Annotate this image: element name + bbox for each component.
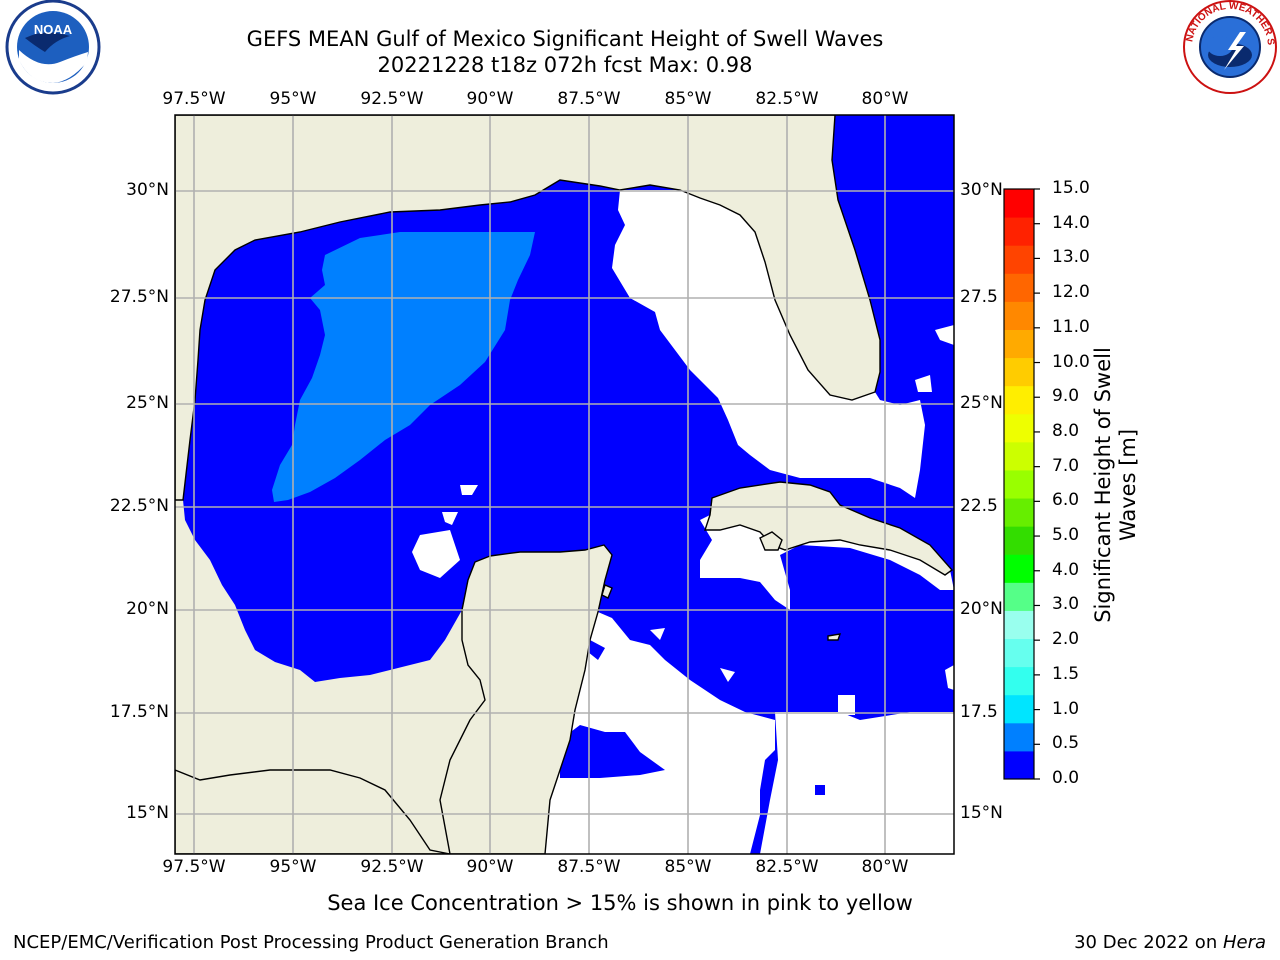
national-weather-service-logo: NATIONAL WEATHER SERVICE — [0, 0, 1277, 94]
lat-label-right: 22.5 — [960, 496, 998, 516]
lat-label-left: 30°N — [126, 180, 169, 200]
colorbar-segment — [1004, 469, 1034, 499]
colorbar-frame — [1003, 188, 1035, 780]
lon-label-bottom: 80°W — [861, 857, 909, 877]
lon-label-top: 90°W — [466, 89, 514, 109]
colorbar-segment — [1004, 638, 1034, 668]
lon-label-top: 80°W — [861, 89, 909, 109]
lon-label-bottom: 85°W — [664, 857, 712, 877]
colorbar-segment — [1004, 526, 1034, 555]
lat-label-left: 25°N — [126, 393, 169, 413]
lon-label-bottom: 97.5°W — [162, 857, 226, 877]
colorbar-segment — [1004, 413, 1034, 443]
colorbar-segment — [1004, 666, 1034, 696]
lon-label-top: 97.5°W — [162, 89, 226, 109]
lon-label-bottom: 95°W — [269, 857, 317, 877]
colorbar-tick-label: 5.0 — [1052, 525, 1080, 546]
colorbar-tick-label: 14.0 — [1052, 212, 1090, 233]
colorbar-ticks — [1034, 188, 1040, 780]
colorbar — [1004, 189, 1034, 780]
colorbar-segment — [1004, 610, 1034, 640]
footer-date: 30 Dec 2022 on Hera — [1074, 932, 1266, 953]
lat-label-right: 25°N — [960, 393, 1003, 413]
colorbar-segment — [1004, 217, 1034, 246]
lon-label-top: 92.5°W — [360, 89, 424, 109]
lon-label-bottom: 92.5°W — [360, 857, 424, 877]
colorbar-tick-label: 13.0 — [1052, 247, 1090, 268]
colorbar-tick-label: 9.0 — [1052, 386, 1080, 407]
southern-swell-patches — [560, 640, 825, 795]
map-frame — [174, 114, 955, 855]
colorbar-segment — [1004, 329, 1034, 359]
colorbar-segment — [1004, 750, 1034, 780]
colorbar-label-line2: Waves [m] — [1116, 428, 1140, 542]
colorbar-tick-label: 0.5 — [1052, 733, 1080, 754]
lat-label-right: 20°N — [960, 599, 1003, 619]
lat-label-left: 17.5°N — [109, 702, 169, 722]
lon-label-bottom: 82.5°W — [755, 857, 819, 877]
lon-label-top: 85°W — [664, 89, 712, 109]
colorbar-tick-label: 6.0 — [1052, 490, 1080, 511]
lat-label-right: 15°N — [960, 803, 1003, 823]
colorbar-segment — [1004, 385, 1034, 415]
colorbar-tick-label: 1.5 — [1052, 663, 1080, 684]
lat-label-left: 20°N — [126, 599, 169, 619]
colorbar-tick-label: 12.0 — [1052, 282, 1090, 303]
colorbar-segment — [1004, 498, 1034, 527]
lon-label-top: 82.5°W — [755, 89, 819, 109]
lat-label-right: 30°N — [960, 180, 1003, 200]
lon-label-bottom: 90°W — [466, 857, 514, 877]
colorbar-label: Significant Height of Swell Waves [m] — [1091, 347, 1141, 623]
colorbar-segment — [1004, 301, 1034, 330]
lat-label-left: 15°N — [126, 803, 169, 823]
colorbar-segment — [1004, 722, 1034, 752]
lat-label-left: 22.5°N — [109, 496, 169, 516]
colorbar-tick-label: 7.0 — [1052, 455, 1080, 476]
colorbar-segment — [1004, 245, 1034, 274]
colorbar-tick-label: 8.0 — [1052, 420, 1080, 441]
map-title: GEFS MEAN Gulf of Mexico Significant Hei… — [246, 27, 884, 51]
colorbar-segment — [1004, 189, 1034, 218]
lat-label-right: 27.5 — [960, 287, 998, 307]
colorbar-segment — [1004, 554, 1034, 583]
land-masses — [175, 115, 954, 854]
colorbar-tick-label: 4.0 — [1052, 559, 1080, 580]
colorbar-tick-label: 15.0 — [1052, 178, 1090, 198]
colorbar-tick-label: 3.0 — [1052, 594, 1080, 615]
lon-label-top: 95°W — [269, 89, 317, 109]
svg-text:NOAA: NOAA — [34, 22, 73, 37]
map-subtitle: 20221228 t18z 072h fcst Max: 0.98 — [377, 53, 753, 77]
lat-label-left: 27.5°N — [109, 287, 169, 307]
colorbar-tick-label: 10.0 — [1052, 351, 1090, 372]
colorbar-segment — [1004, 273, 1034, 302]
lon-label-bottom: 87.5°W — [557, 857, 621, 877]
svg-text:NATIONAL WEATHER SERVICE: NATIONAL WEATHER SERVICE — [0, 0, 1276, 46]
colorbar-segment — [1004, 357, 1034, 387]
colorbar-tick-label: 2.0 — [1052, 629, 1080, 650]
light-blue-swell-region — [272, 232, 535, 502]
colorbar-tick-label: 11.0 — [1052, 316, 1090, 337]
colorbar-segment — [1004, 582, 1034, 611]
map-gridlines — [175, 115, 954, 854]
colorbar-tick-label: 0.0 — [1052, 768, 1080, 788]
colorbar-segment — [1004, 694, 1034, 724]
colorbar-segment — [1004, 441, 1034, 471]
sea-ice-note: Sea Ice Concentration > 15% is shown in … — [327, 891, 913, 915]
colorbar-tick-label: 1.0 — [1052, 698, 1080, 719]
lat-label-right: 17.5 — [960, 702, 998, 722]
noaa-logo: NOAA — [5, 0, 101, 95]
lon-label-top: 87.5°W — [557, 89, 621, 109]
colorbar-label-line1: Significant Height of Swell — [1091, 347, 1115, 623]
footer-credit: NCEP/EMC/Verification Post Processing Pr… — [13, 932, 609, 953]
